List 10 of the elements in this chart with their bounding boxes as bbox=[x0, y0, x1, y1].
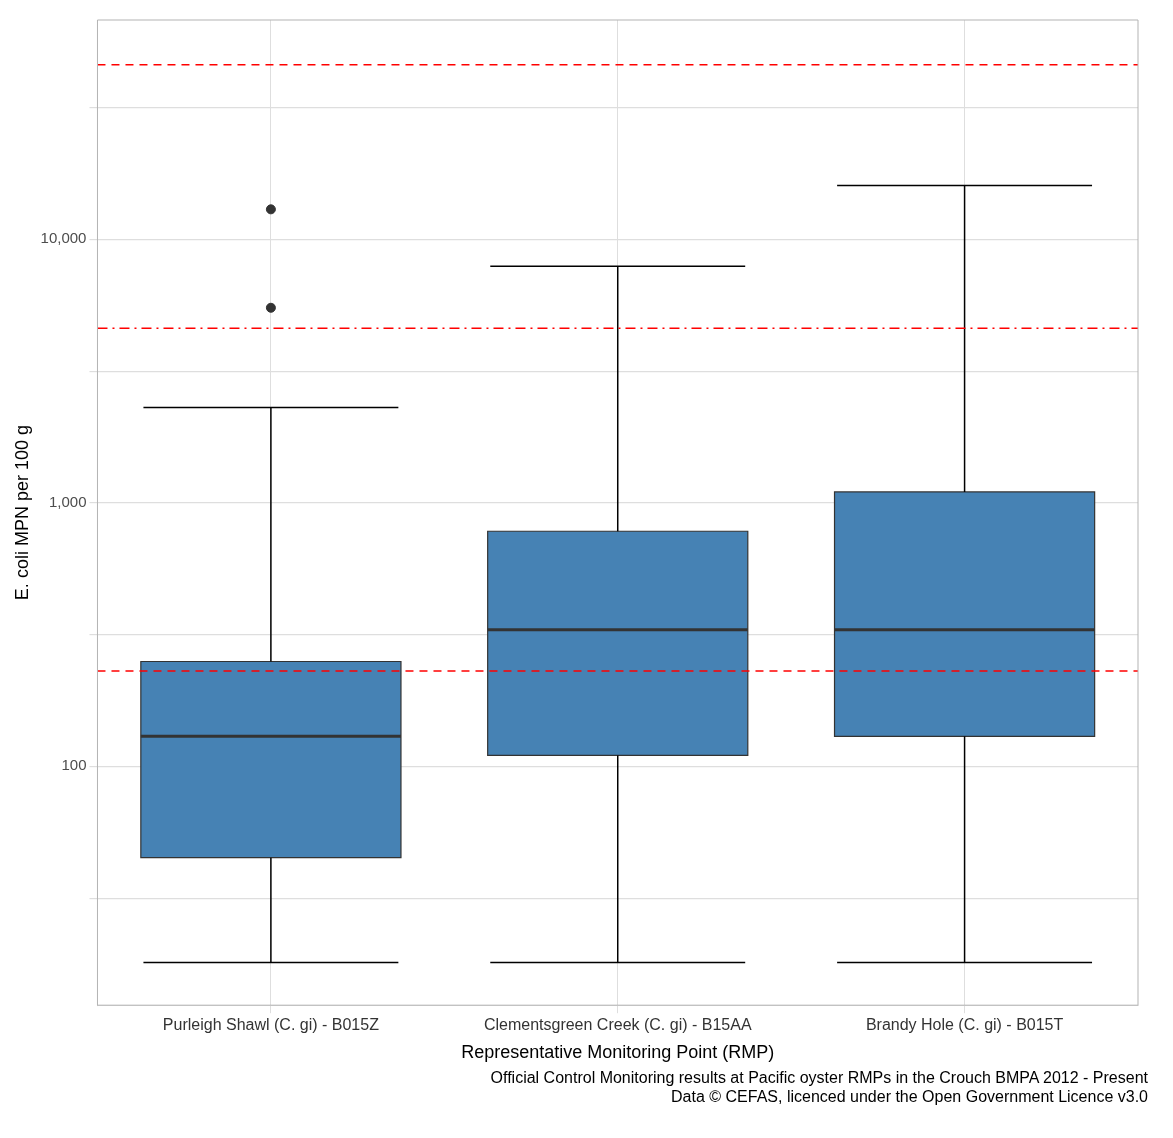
y-tick-label: 10,000 bbox=[40, 229, 87, 247]
x-tick-label: Purleigh Shawl (C. gi) - B015Z bbox=[162, 1016, 380, 1034]
y-axis-title: E. coli MPN per 100 g bbox=[11, 425, 32, 601]
x-axis-title: Representative Monitoring Point (RMP) bbox=[461, 1042, 775, 1063]
y-tick-label: 1,000 bbox=[48, 492, 87, 510]
x-tick-label: Brandy Hole (C. gi) - B015T bbox=[865, 1016, 1064, 1034]
text: Data © CEFAS, licenced under the Open Government Licence v3.0 bbox=[670, 1087, 1148, 1106]
text: Official Control Monitoring results at Pacific oyster RMPs in the Crouch BMPA 2012 - Present bbox=[489, 1068, 1148, 1087]
y-tick-label: 100 bbox=[61, 756, 87, 774]
x-tick-label: Clementsgreen Creek (C. gi) - B15AA bbox=[483, 1016, 752, 1034]
